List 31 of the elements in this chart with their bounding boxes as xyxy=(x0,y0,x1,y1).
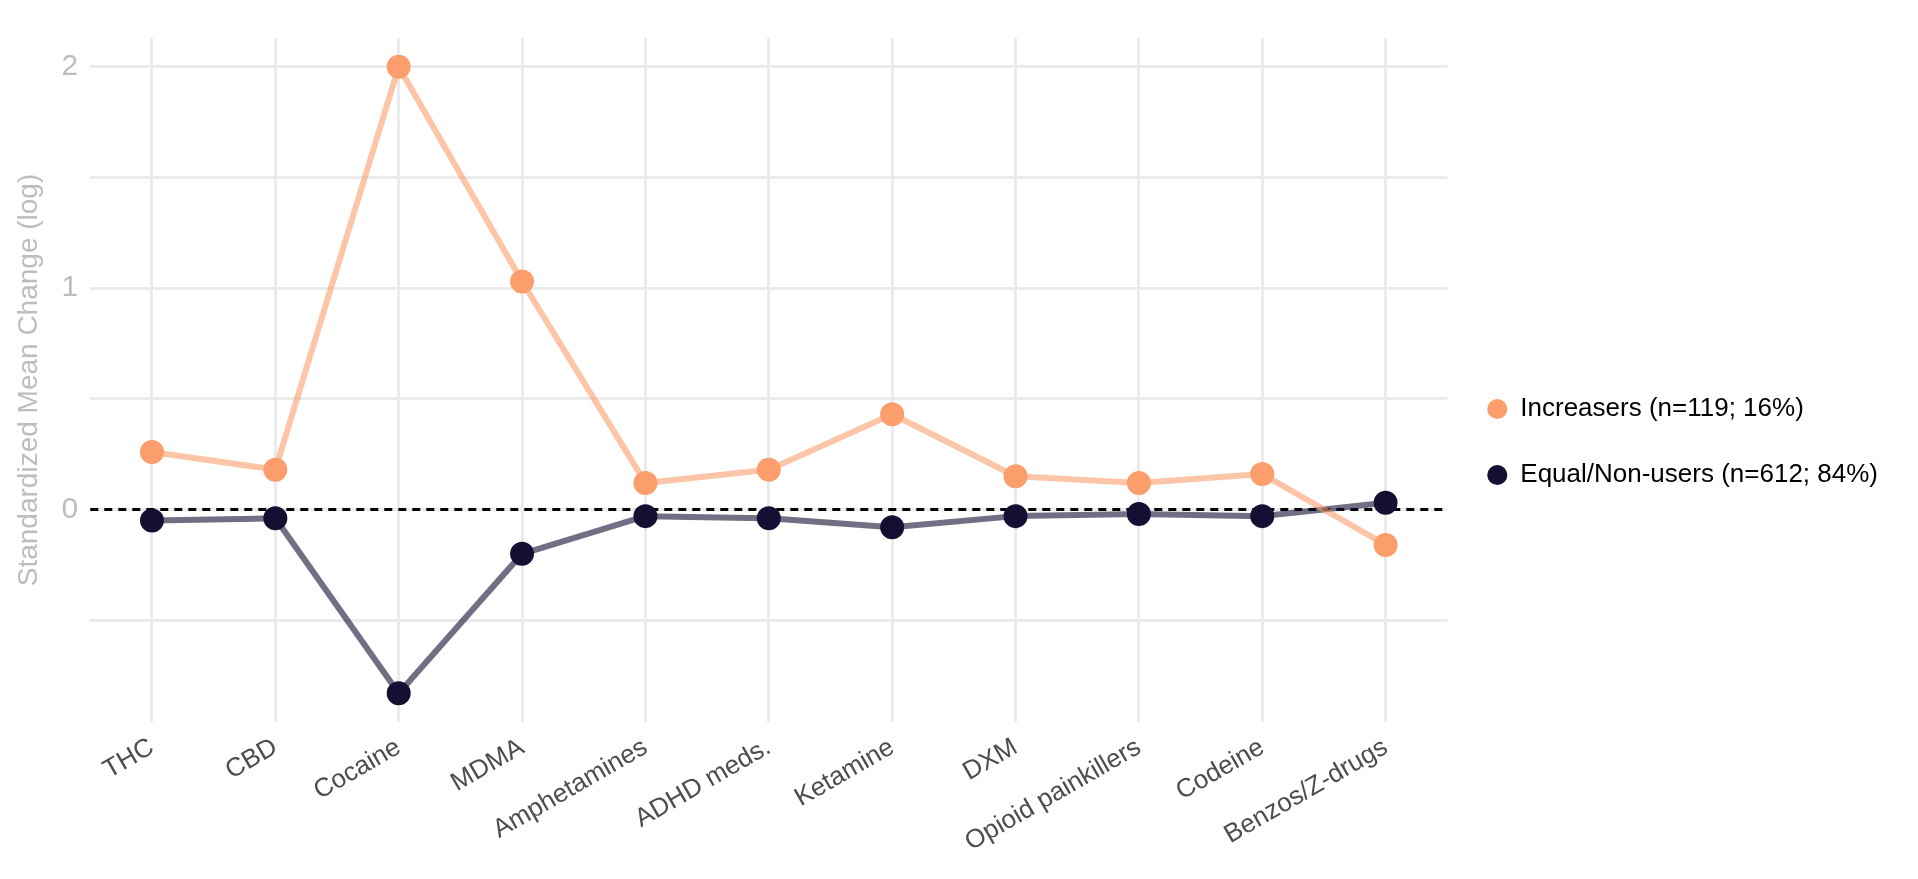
point xyxy=(880,515,905,540)
point xyxy=(756,457,781,482)
point xyxy=(1250,504,1275,529)
point xyxy=(1003,504,1028,529)
point xyxy=(1250,462,1275,487)
y-tick-label: 2 xyxy=(61,48,79,82)
point xyxy=(1373,490,1398,515)
point xyxy=(633,470,658,495)
y-tick-label: 0 xyxy=(61,490,79,524)
point xyxy=(756,506,781,531)
point xyxy=(139,508,164,533)
point xyxy=(263,506,288,531)
legend-label: Equal/Non-users (n=612; 84%) xyxy=(1520,458,1878,489)
point xyxy=(880,402,905,427)
point xyxy=(510,541,535,566)
point xyxy=(1373,532,1398,557)
point xyxy=(510,269,535,294)
y-axis-title: Standardized Mean Change (log) xyxy=(11,173,43,587)
point xyxy=(139,439,164,464)
legend-label: Increasers (n=119; 16%) xyxy=(1520,392,1804,423)
point xyxy=(386,54,411,79)
x-tick-label: CBD xyxy=(219,730,282,785)
point xyxy=(1126,501,1151,526)
y-tick-label: 1 xyxy=(61,269,79,303)
x-tick-label: THC xyxy=(97,730,159,784)
point xyxy=(633,504,658,529)
point xyxy=(386,681,411,706)
point xyxy=(1126,470,1151,495)
x-tick-label: DXM xyxy=(957,730,1023,786)
point xyxy=(263,457,288,482)
point xyxy=(1003,464,1028,489)
